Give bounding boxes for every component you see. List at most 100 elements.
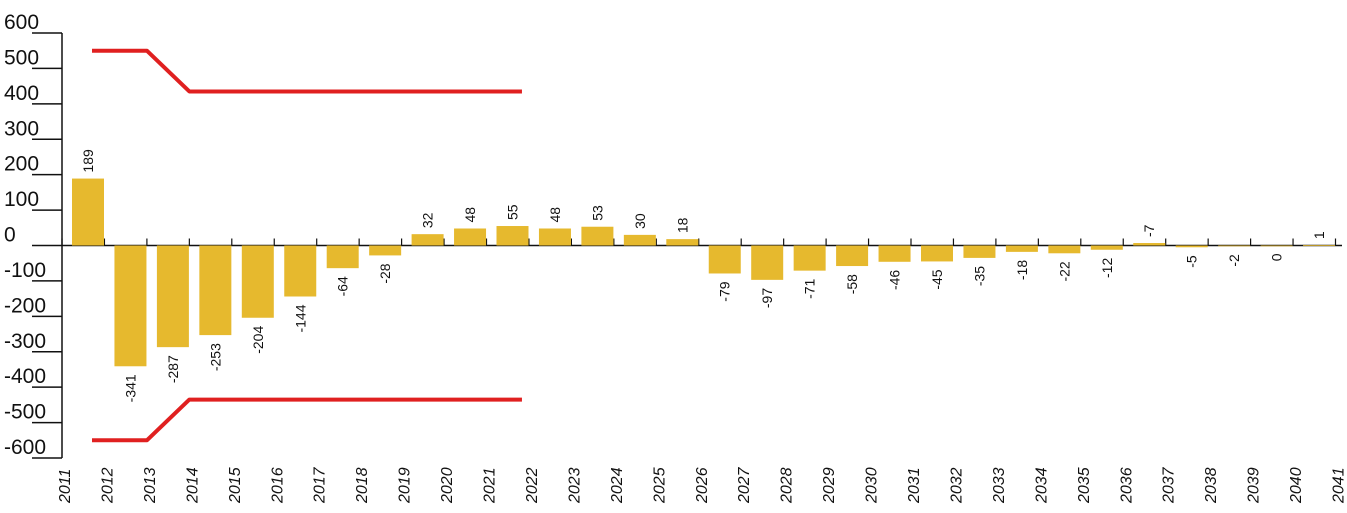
lower-limit-line bbox=[92, 400, 522, 441]
y-tick-label: 400 bbox=[4, 82, 39, 105]
x-tick-label: 2030 bbox=[864, 467, 881, 504]
x-tick-label: 2018 bbox=[354, 467, 371, 504]
x-tick-label: 2035 bbox=[1076, 467, 1093, 504]
bar bbox=[1048, 246, 1080, 254]
bar bbox=[242, 246, 274, 318]
x-tick-label: 2024 bbox=[609, 467, 626, 504]
x-tick-label: 2019 bbox=[397, 467, 414, 504]
x-tick-label: 2017 bbox=[312, 466, 329, 504]
x-tick-label: 2022 bbox=[524, 467, 541, 504]
x-tick-label: 2040 bbox=[1288, 467, 1305, 504]
y-tick-label: 200 bbox=[4, 153, 39, 176]
x-tick-label: 2036 bbox=[1118, 467, 1135, 504]
bar bbox=[199, 246, 231, 336]
bar bbox=[1218, 246, 1250, 247]
bar bbox=[624, 235, 656, 246]
x-tick-label: 2027 bbox=[736, 466, 753, 504]
x-tick-label: 2039 bbox=[1246, 467, 1263, 504]
data-label: -7 bbox=[1141, 224, 1157, 237]
data-label: 48 bbox=[462, 207, 478, 223]
bar bbox=[72, 179, 104, 246]
data-label: -71 bbox=[802, 278, 818, 298]
data-label: 30 bbox=[632, 213, 648, 229]
data-label: -22 bbox=[1056, 261, 1072, 281]
y-tick-label: 300 bbox=[4, 117, 39, 140]
x-tick-label: 2028 bbox=[779, 467, 796, 504]
y-tick-label: 100 bbox=[4, 188, 39, 211]
bar bbox=[157, 246, 189, 348]
y-tick-label: -100 bbox=[4, 259, 46, 282]
bar bbox=[836, 246, 868, 267]
x-tick-label: 2038 bbox=[1203, 467, 1220, 504]
bar bbox=[794, 246, 826, 271]
bar bbox=[327, 246, 359, 269]
bar bbox=[1176, 246, 1208, 248]
y-tick-label: -300 bbox=[4, 330, 46, 353]
data-label: 32 bbox=[420, 212, 436, 228]
x-tick-label: 2012 bbox=[99, 467, 116, 504]
x-tick-label: 2020 bbox=[439, 467, 456, 504]
data-label: -35 bbox=[971, 266, 987, 286]
y-tick-label: 500 bbox=[4, 46, 39, 69]
data-label: -341 bbox=[122, 374, 138, 402]
x-tick-label: 2023 bbox=[566, 467, 583, 504]
x-tick-label: 2033 bbox=[991, 467, 1008, 504]
x-tick-label: 2041 bbox=[1331, 467, 1347, 504]
upper-limit-line bbox=[92, 51, 522, 92]
bar bbox=[1303, 245, 1335, 246]
x-tick-label: 2026 bbox=[694, 467, 711, 504]
bar bbox=[751, 246, 783, 280]
data-label: 18 bbox=[674, 217, 690, 233]
data-label: 55 bbox=[505, 204, 521, 220]
bar bbox=[539, 229, 571, 246]
bar bbox=[921, 246, 953, 262]
bar bbox=[666, 239, 698, 245]
x-tick-label: 2014 bbox=[184, 467, 201, 504]
x-tick-label: 2031 bbox=[906, 467, 923, 504]
data-label: 48 bbox=[547, 207, 563, 223]
data-label: -79 bbox=[717, 281, 733, 301]
data-label: -2 bbox=[1226, 254, 1242, 267]
data-label: -204 bbox=[250, 326, 266, 354]
data-label: 189 bbox=[80, 149, 96, 173]
data-label: -144 bbox=[292, 304, 308, 332]
data-label: -45 bbox=[929, 269, 945, 289]
data-label: -5 bbox=[1184, 255, 1200, 268]
data-label: -46 bbox=[887, 270, 903, 290]
y-tick-label: 600 bbox=[4, 11, 39, 34]
x-tick-label: 2037 bbox=[1161, 466, 1178, 504]
x-tick-label: 2032 bbox=[948, 467, 965, 504]
data-label: 0 bbox=[1269, 253, 1285, 261]
y-tick-label: 0 bbox=[4, 224, 16, 247]
y-tick-label: -400 bbox=[4, 365, 46, 388]
bar bbox=[1133, 243, 1165, 245]
x-tick-label: 2029 bbox=[821, 467, 838, 504]
data-label: -97 bbox=[759, 288, 775, 308]
x-tick-label: 2034 bbox=[1033, 467, 1050, 504]
x-tick-label: 2021 bbox=[482, 467, 499, 504]
bar bbox=[369, 246, 401, 256]
bar bbox=[497, 226, 529, 245]
data-label: -18 bbox=[1014, 260, 1030, 280]
y-tick-label: -500 bbox=[4, 401, 46, 424]
bar bbox=[412, 234, 444, 245]
x-tick-label: 2013 bbox=[142, 467, 159, 504]
x-tick-label: 2011 bbox=[57, 469, 74, 504]
bar bbox=[1261, 246, 1293, 247]
bar bbox=[581, 227, 613, 246]
bar bbox=[1006, 246, 1038, 252]
data-label: -28 bbox=[377, 263, 393, 283]
x-tick-label: 2016 bbox=[269, 467, 286, 504]
y-tick-label: -600 bbox=[4, 436, 46, 459]
data-label: -64 bbox=[335, 276, 351, 296]
data-label: 53 bbox=[589, 205, 605, 221]
data-label: -253 bbox=[207, 343, 223, 371]
y-tick-label: -200 bbox=[4, 294, 46, 317]
bar bbox=[284, 246, 316, 297]
data-label: -12 bbox=[1099, 258, 1115, 278]
data-label: -58 bbox=[844, 274, 860, 294]
bar bbox=[1091, 246, 1123, 250]
bar bbox=[454, 229, 486, 246]
